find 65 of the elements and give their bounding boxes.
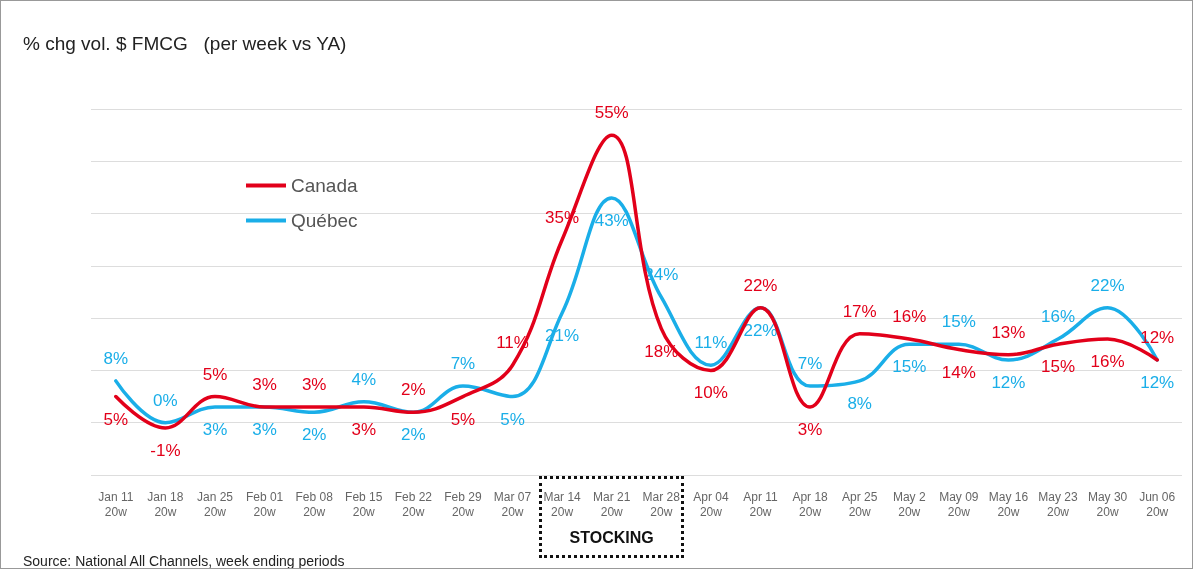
data-label: 10% <box>693 383 728 403</box>
data-label: 5% <box>450 409 476 429</box>
x-tick-label: May 09 20w <box>939 489 979 519</box>
data-label: 8% <box>847 393 872 413</box>
data-label: 12% <box>991 372 1026 392</box>
data-label: 3% <box>202 420 228 440</box>
data-label: -1% <box>150 440 181 460</box>
data-label: 11% <box>694 333 728 353</box>
data-label: 16% <box>1090 352 1125 372</box>
text: STOCKING <box>568 529 655 547</box>
data-label: 2% <box>401 380 426 400</box>
x-tick-label: May 2 20w <box>892 489 926 519</box>
data-label: 3% <box>252 375 277 395</box>
x-tick-label: May 30 20w <box>1087 489 1128 519</box>
data-label: 43% <box>594 210 629 230</box>
data-label: 5% <box>500 409 525 429</box>
data-label: 22% <box>743 320 778 340</box>
x-tick-label: Feb 01 20w <box>245 489 284 519</box>
data-label: 2% <box>401 425 426 445</box>
x-tick-label: Feb 08 20w <box>295 489 334 519</box>
x-tick-label: Jan 25 20w <box>196 489 234 519</box>
x-tick-label: Apr 11 20w <box>743 489 779 519</box>
x-tick-label: Apr 18 20w <box>792 489 829 519</box>
data-label: 3% <box>797 420 823 440</box>
legend-label: Québec <box>291 210 358 231</box>
x-tick-label: Jan 11 20w <box>98 489 134 519</box>
data-label: 55% <box>594 103 629 123</box>
data-label: 22% <box>1090 275 1125 295</box>
data-label: 16% <box>1041 307 1076 327</box>
x-tick-label: Feb 22 20w <box>394 489 433 519</box>
data-label: 3% <box>301 375 327 395</box>
data-label: 12% <box>1140 372 1175 392</box>
data-label: 2% <box>301 425 327 445</box>
data-label: 17% <box>842 301 877 321</box>
x-tick-label: Mar 14 20w <box>543 489 582 519</box>
source-note: Source: National All Channels, week ending periods <box>23 553 345 569</box>
x-tick-label: Feb 15 20w <box>345 489 383 519</box>
data-label: 8% <box>103 348 129 368</box>
data-label: 15% <box>941 312 976 332</box>
data-label: 14% <box>941 362 976 382</box>
data-label: 0% <box>153 390 178 410</box>
data-label: 16% <box>892 307 927 327</box>
x-tick-label: Apr 04 20w <box>693 489 729 519</box>
data-label: 15% <box>892 357 927 377</box>
x-tick-label: Mar 28 20w <box>642 489 681 519</box>
data-label: 7% <box>797 354 823 374</box>
x-tick-label: Mar 21 20w <box>593 489 631 519</box>
data-label: 5% <box>103 409 129 429</box>
x-tick-label: Jan 18 20w <box>147 489 184 519</box>
data-label: 5% <box>202 364 228 384</box>
x-tick-label: Apr 25 20w <box>841 489 878 519</box>
data-label: 3% <box>351 420 377 440</box>
x-tick-label: Feb 29 20w <box>444 489 482 519</box>
x-tick-label: Jun 06 20w <box>1139 489 1176 519</box>
x-tick-label: May 16 20w <box>988 489 1029 519</box>
x-tick-label: Mar 07 20w <box>493 489 532 519</box>
x-tick-label: May 23 20w <box>1038 489 1079 519</box>
chart-title: % chg vol. $ FMCG (per week vs YA) <box>23 33 347 55</box>
data-label: 3% <box>252 420 277 440</box>
data-label: 7% <box>450 354 476 374</box>
data-label: 15% <box>1041 357 1076 377</box>
data-label: 13% <box>991 322 1026 342</box>
data-label: 22% <box>743 275 778 295</box>
data-label: 4% <box>351 369 377 389</box>
legend-label: Canada <box>291 175 358 196</box>
